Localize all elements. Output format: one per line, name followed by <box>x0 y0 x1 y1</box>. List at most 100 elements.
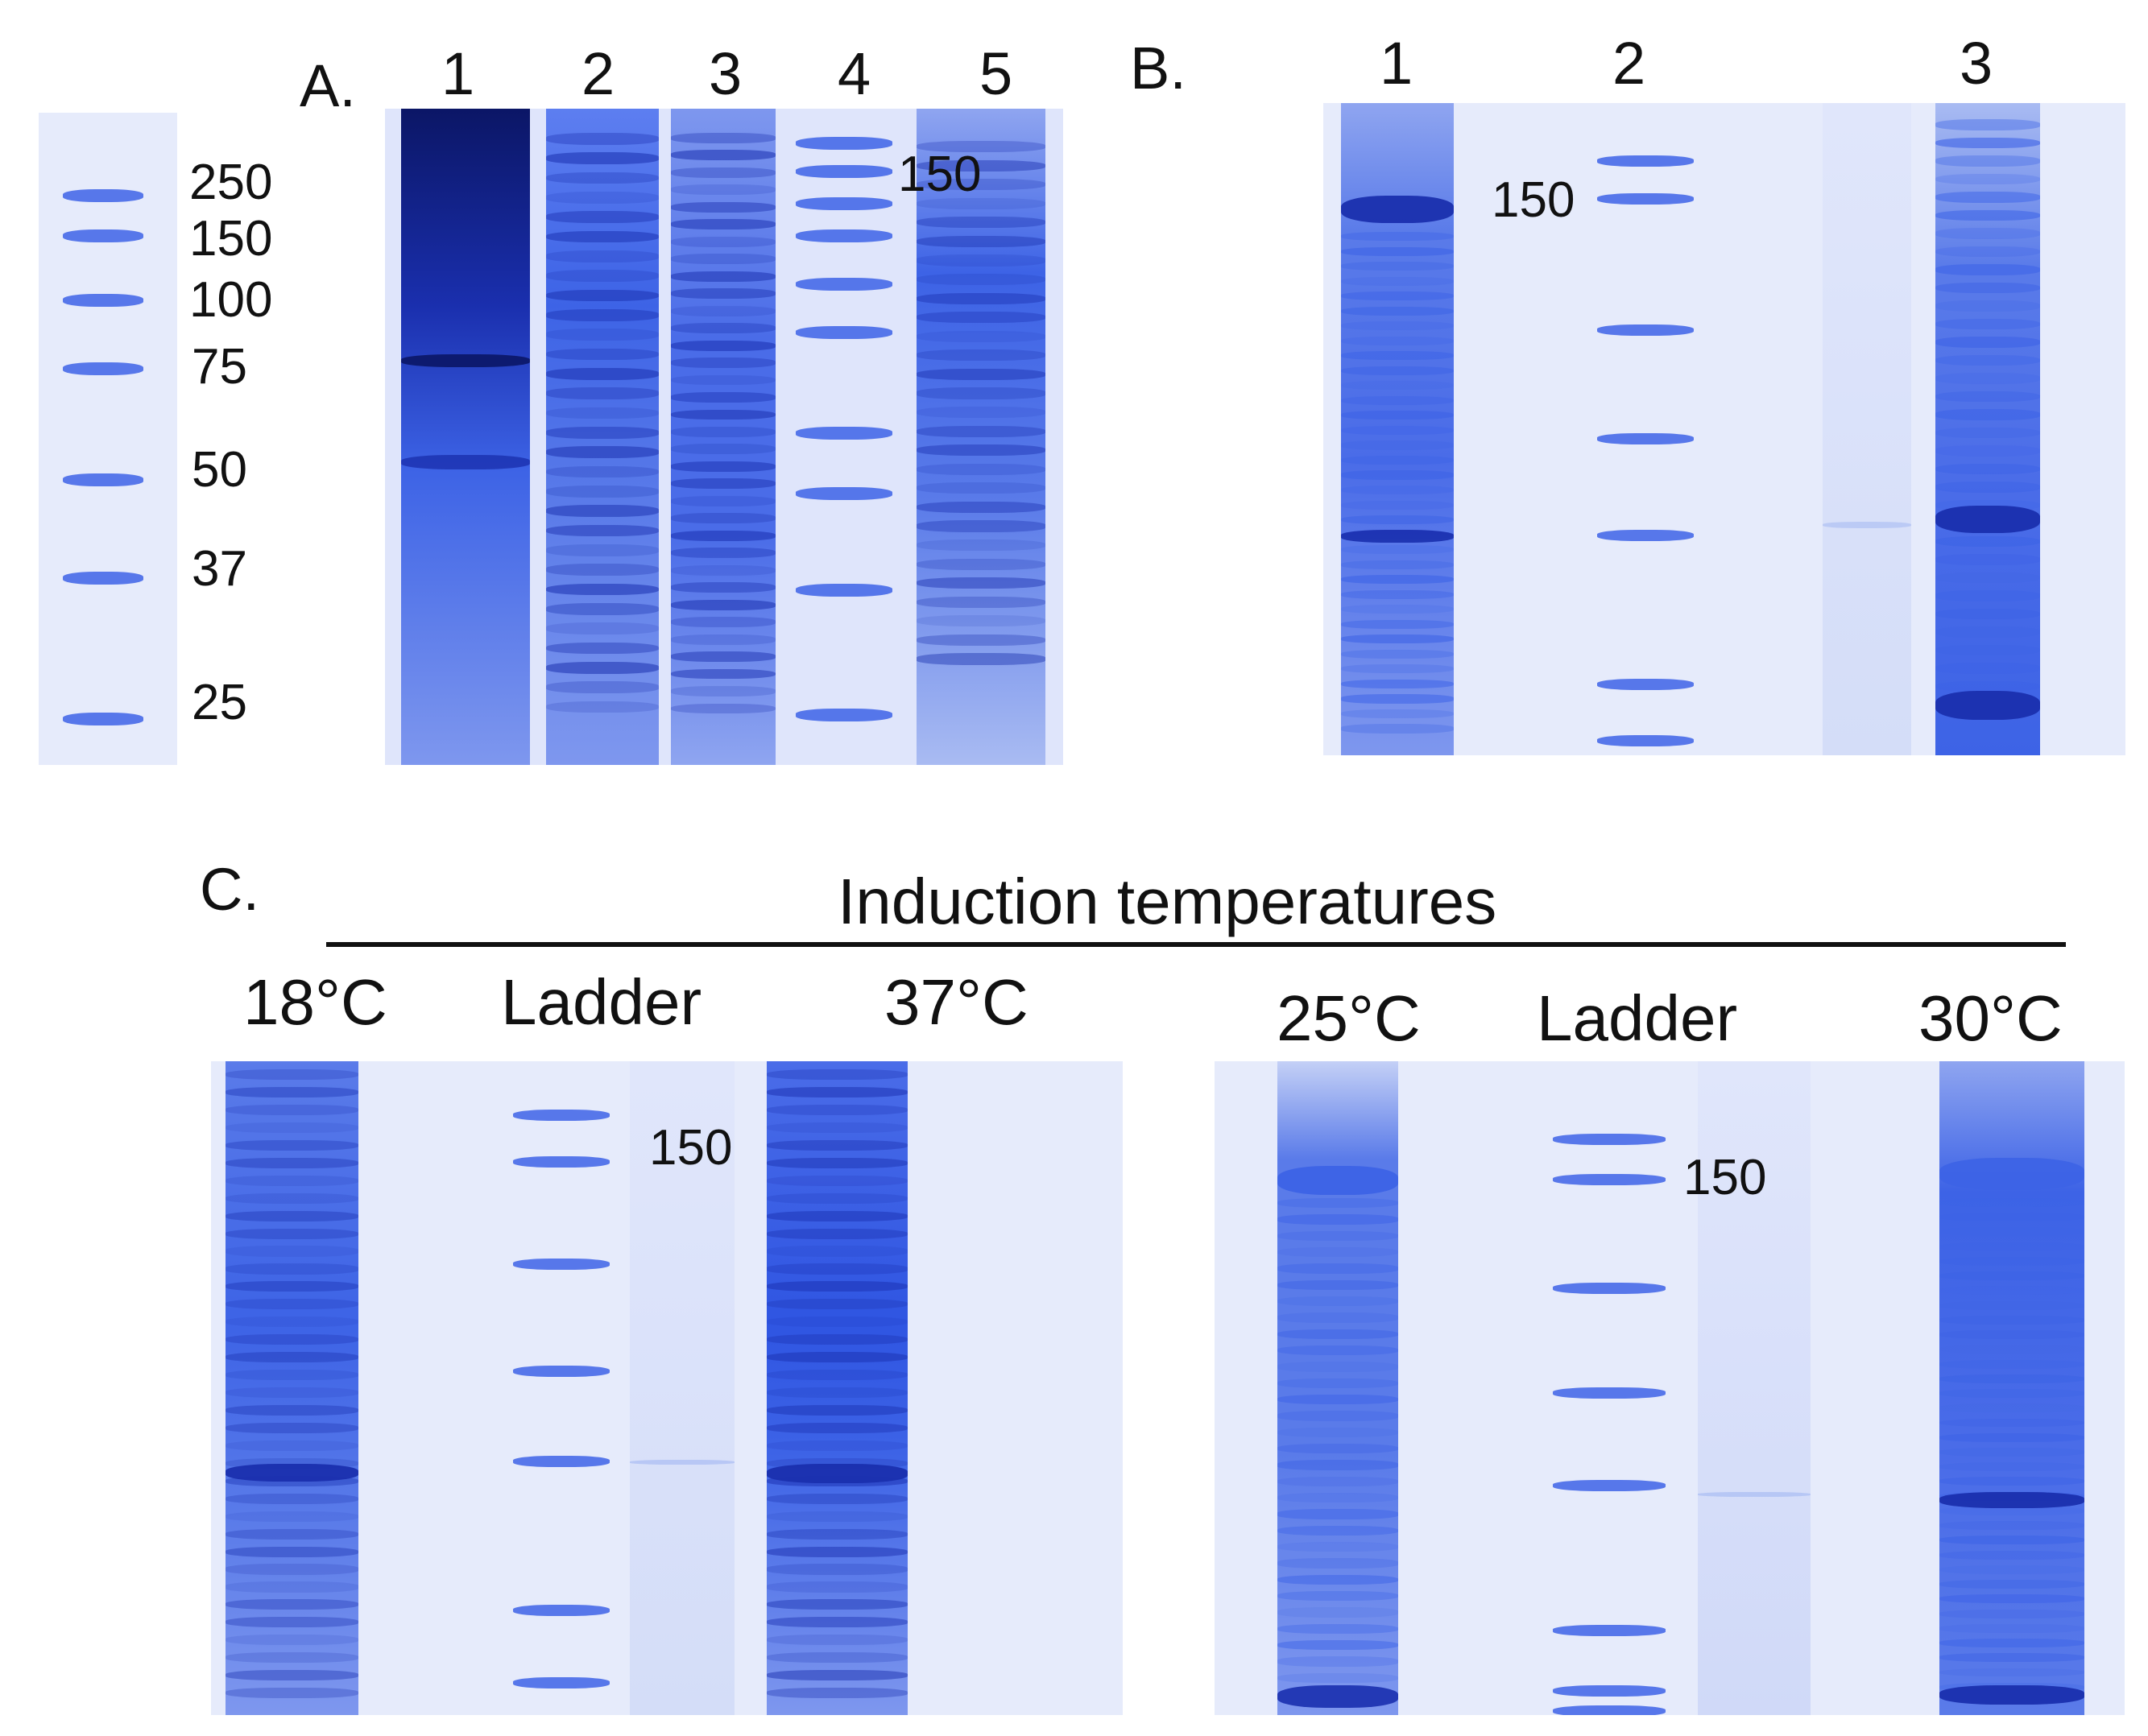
ladder-band <box>796 165 892 178</box>
protein-band <box>546 486 659 498</box>
ladder-band <box>513 1156 610 1168</box>
protein-band <box>671 461 776 472</box>
protein-band <box>1935 663 2040 674</box>
protein-band <box>671 548 776 559</box>
protein-band <box>671 599 776 610</box>
protein-band <box>226 1652 358 1664</box>
protein-band <box>226 1175 358 1186</box>
protein-band <box>1939 1403 2084 1413</box>
protein-band <box>546 152 659 164</box>
protein-band <box>1939 1330 2084 1340</box>
protein-band <box>1341 455 1454 465</box>
protein-band <box>546 289 659 302</box>
gel-lane <box>401 109 530 765</box>
ladder-band <box>513 1456 610 1467</box>
protein-band <box>767 1263 908 1275</box>
panel-c-heading-rule <box>326 942 2066 947</box>
protein-band <box>546 642 659 655</box>
protein-band <box>767 1104 908 1116</box>
protein-band <box>671 564 776 576</box>
protein-band <box>1939 1594 2084 1604</box>
protein-band <box>1341 262 1454 271</box>
protein-band <box>767 1370 908 1381</box>
protein-band <box>1939 1389 2084 1398</box>
marker-label-100: 100 <box>189 272 273 328</box>
protein-band <box>671 288 776 300</box>
protein-band <box>226 1493 358 1504</box>
ladder-band <box>63 572 143 585</box>
protein-band <box>1939 1213 2084 1222</box>
protein-band <box>917 330 1045 342</box>
protein-band <box>1935 282 2040 293</box>
ladder-band <box>63 294 143 307</box>
protein-band <box>767 1299 908 1310</box>
protein-band <box>1277 1279 1398 1290</box>
protein-band <box>767 1387 908 1399</box>
protein-band <box>1939 1300 2084 1310</box>
protein-band <box>917 558 1045 570</box>
ladder-band <box>1553 1685 1666 1697</box>
ladder-band <box>796 427 892 440</box>
protein-band <box>1939 1623 2084 1633</box>
protein-band <box>1939 1536 2084 1545</box>
protein-band <box>1935 337 2040 348</box>
ladder-band <box>1597 193 1694 205</box>
protein-band <box>226 1192 358 1204</box>
protein-band <box>1277 1427 1398 1437</box>
protein-band <box>671 201 776 213</box>
protein-band <box>1939 1639 2084 1647</box>
protein-band <box>1939 1256 2084 1266</box>
protein-band <box>1277 1230 1398 1241</box>
protein-band <box>671 340 776 351</box>
protein-band <box>1939 1158 2084 1190</box>
protein-band <box>1277 1329 1398 1339</box>
protein-band <box>1341 470 1454 480</box>
protein-band <box>630 1460 735 1465</box>
marker-label-25: 25 <box>192 675 247 730</box>
protein-band <box>767 1352 908 1363</box>
protein-band <box>1341 440 1454 450</box>
protein-band <box>546 230 659 243</box>
panel-b-lane-3-label: 3 <box>1960 30 1993 97</box>
ladder-band <box>1553 1705 1666 1715</box>
protein-band <box>1939 1271 2084 1281</box>
protein-band <box>1939 1418 2084 1428</box>
protein-band <box>226 1387 358 1399</box>
protein-band <box>1935 691 2040 720</box>
protein-band <box>671 374 776 386</box>
protein-band <box>671 358 776 368</box>
protein-band <box>401 455 530 469</box>
protein-band <box>401 354 530 367</box>
panel-b-marker-150: 150 <box>1492 172 1575 228</box>
protein-band <box>1935 482 2040 493</box>
protein-band <box>546 465 659 478</box>
protein-band <box>1341 246 1454 256</box>
protein-band <box>546 133 659 145</box>
protein-band <box>671 478 776 490</box>
protein-band <box>546 309 659 321</box>
protein-band <box>917 425 1045 437</box>
protein-band <box>226 1316 358 1328</box>
ladder-band <box>1553 1174 1666 1185</box>
protein-band <box>1341 196 1454 223</box>
panel-c-letter: C. <box>200 856 259 923</box>
protein-band <box>1935 209 2040 221</box>
marker-label-50: 50 <box>192 442 247 498</box>
protein-band <box>917 463 1045 475</box>
gel-lane <box>767 1061 908 1715</box>
protein-band <box>1341 291 1454 301</box>
protein-band <box>1341 694 1454 704</box>
protein-band <box>1939 1609 2084 1618</box>
protein-band <box>917 235 1045 247</box>
protein-band <box>767 1511 908 1522</box>
panel-c-heading: Induction temperatures <box>838 866 1497 937</box>
protein-band <box>1939 1685 2084 1705</box>
protein-band <box>546 211 659 223</box>
protein-band <box>1341 500 1454 510</box>
protein-band <box>1935 192 2040 203</box>
protein-band <box>546 662 659 674</box>
protein-band <box>1277 1460 1398 1470</box>
protein-band <box>1939 1521 2084 1531</box>
protein-band <box>226 1352 358 1363</box>
protein-band <box>226 1546 358 1557</box>
